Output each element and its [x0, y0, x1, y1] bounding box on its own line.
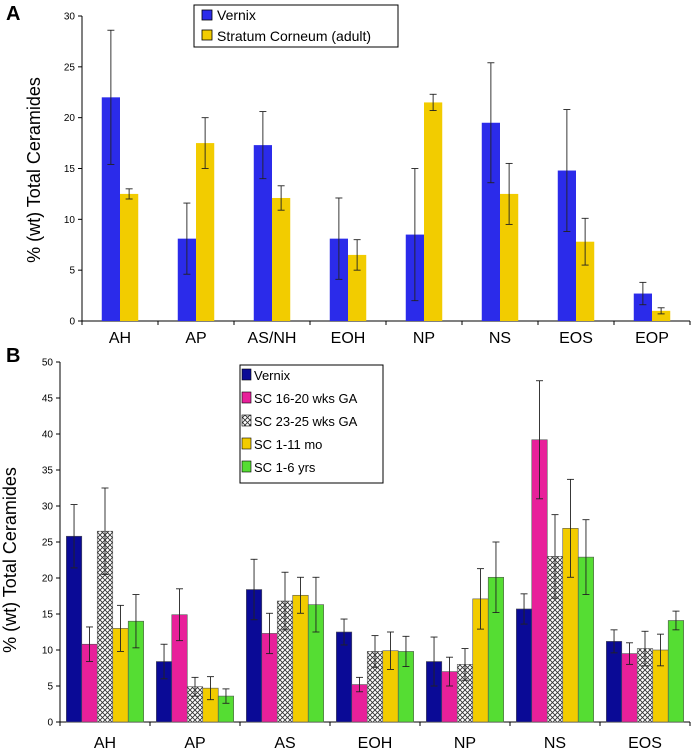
legend-box: [193, 4, 399, 48]
bar-vernix-ns: [515, 608, 533, 723]
bar-vernix-as-nh: [253, 145, 272, 321]
y-tick-label: 20: [42, 574, 54, 585]
panel-a-y-axis-title: % (wt) Total Ceramides: [24, 77, 44, 263]
y-tick-label: 50: [42, 358, 54, 369]
bar-stratum-corneum-adult--eoh: [348, 254, 367, 321]
y-tick-label: 25: [64, 62, 76, 73]
bar-vernix-ap: [177, 238, 196, 321]
y-tick-label: 15: [42, 610, 54, 621]
panel-a-chart: A % (wt) Total Ceramides 0 5 10 15 20 25 30 AH A…: [6, 3, 691, 347]
panel-b-y-axis-title: % (wt) Total Ceramides: [0, 467, 20, 653]
legend-label-sc-23-25-wks: SC 23-25 wks GA: [254, 414, 358, 429]
y-tick-label: 30: [42, 502, 54, 513]
y-tick-label: 20: [64, 113, 76, 124]
bar-vernix-eop: [633, 293, 652, 321]
x-category-label: AS: [274, 735, 295, 749]
bar-vernix-eos: [605, 641, 623, 723]
legend-label-vernix: Vernix: [254, 368, 291, 383]
y-tick-label: 15: [64, 164, 76, 175]
y-tick-label: 35: [42, 466, 54, 477]
bar-sc-1-6-yrs-eos: [667, 620, 684, 723]
y-tick-label: 25: [42, 538, 54, 549]
bar-vernix-eoh: [329, 238, 348, 321]
legend-swatch-sc-23-25-wks: [241, 414, 252, 427]
x-category-label: NS: [544, 735, 566, 749]
y-tick-label: 5: [69, 266, 75, 277]
y-tick-label: 10: [42, 646, 54, 657]
bar-vernix-eoh: [335, 631, 353, 723]
bar-vernix-ns: [481, 122, 500, 321]
legend-label-sc-1-11-mo: SC 1-11 mo: [254, 437, 322, 452]
y-tick-label: 45: [42, 394, 54, 405]
bar-sc-1-11-mo-as: [292, 594, 309, 723]
y-tick-label: 30: [64, 12, 76, 23]
legend-swatch-sc-1-6-yrs: [241, 460, 252, 473]
y-tick-label: 0: [47, 718, 53, 729]
y-tick-label: 0: [69, 317, 75, 328]
x-category-label: NP: [454, 735, 476, 749]
bar-stratum-corneum-adult--ah: [120, 193, 139, 321]
x-category-label: EOH: [331, 330, 366, 347]
legend-label-stratum-corneum: Stratum Corneum (adult): [217, 28, 371, 44]
legend-swatch-vernix: [241, 368, 252, 381]
x-category-label: AH: [94, 735, 116, 749]
legend-label-sc-16-20-wks: SC 16-20 wks GA: [254, 391, 358, 406]
bar-stratum-corneum-adult--np: [424, 102, 443, 322]
bar-vernix-eos: [557, 170, 576, 321]
bar-stratum-corneum-adult--ap: [196, 143, 215, 321]
bar-stratum-corneum-adult--eop: [652, 310, 671, 321]
x-category-label: EOS: [628, 735, 662, 749]
bar-stratum-corneum-adult--as-nh: [272, 197, 291, 321]
y-tick-label: 5: [47, 682, 53, 693]
panel-b-legend: Vernix SC 16-20 wks GA SC 23-25 wks GA S…: [239, 364, 384, 484]
bar-stratum-corneum-adult--ns: [500, 193, 519, 321]
panel-b-letter: B: [6, 345, 20, 367]
legend-box: [239, 364, 384, 484]
panel-b-chart: B % (wt) Total Ceramides 0 5 10 15 20 25 30 35 4…: [0, 345, 691, 749]
legend-swatch-stratum-corneum: [201, 29, 213, 41]
x-category-label: AP: [185, 330, 206, 347]
legend-swatch-vernix: [201, 9, 213, 21]
x-category-label: EOP: [635, 330, 669, 347]
x-category-label: NP: [413, 330, 435, 347]
x-category-label: AP: [184, 735, 205, 749]
x-category-label: EOH: [358, 735, 393, 749]
panel-a-letter: A: [6, 3, 20, 25]
bar-stratum-corneum-adult--eos: [576, 241, 595, 321]
x-category-label: AH: [109, 330, 131, 347]
legend-swatch-sc-16-20-wks: [241, 391, 252, 404]
x-category-label: EOS: [559, 330, 593, 347]
y-tick-label: 10: [64, 215, 76, 226]
legend-label-vernix: Vernix: [217, 7, 256, 23]
legend-swatch-sc-1-11-mo: [241, 437, 252, 450]
y-tick-label: 40: [42, 430, 54, 441]
bar-vernix-ah: [101, 97, 120, 321]
x-category-label: NS: [489, 330, 511, 347]
legend-label-sc-1-6-yrs: SC 1-6 yrs: [254, 460, 316, 475]
x-category-label: AS/NH: [248, 330, 297, 347]
panel-a-legend: Vernix Stratum Corneum (adult): [193, 4, 399, 48]
